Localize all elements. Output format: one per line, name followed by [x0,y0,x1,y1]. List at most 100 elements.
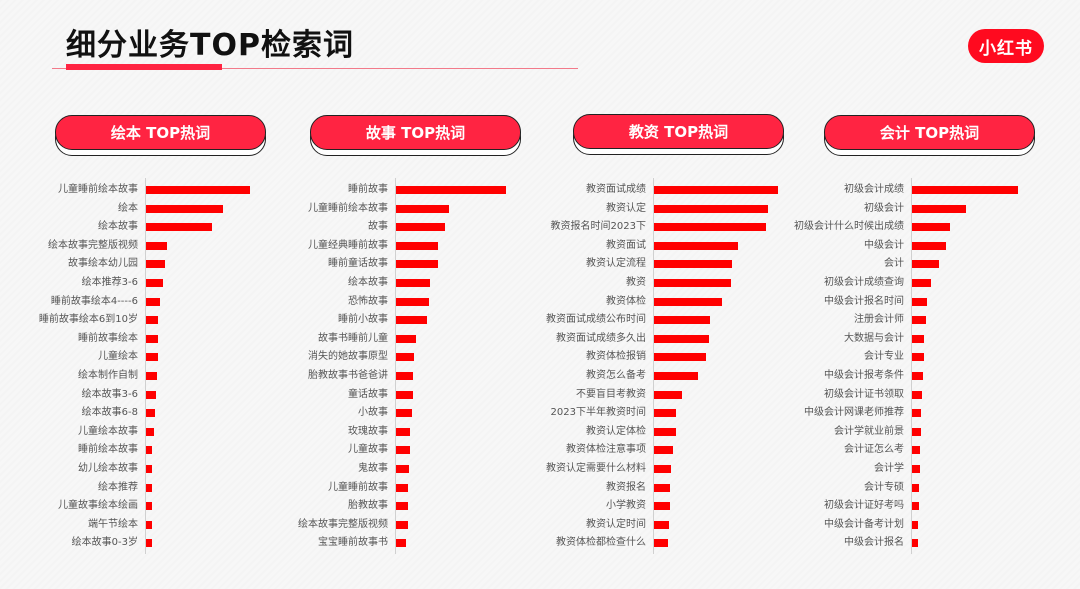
bar [396,372,413,380]
category-label: 睡前绘本故事 [78,444,138,456]
bar [654,260,732,269]
category-label: 会计专业 [864,351,904,363]
category-label: 绘本故事完整版视频 [48,239,138,251]
bar [396,390,413,399]
bar [396,502,408,511]
category-label: 初级会计证书领取 [824,388,904,400]
bar [396,279,430,287]
category-label: 睡前童话故事 [328,258,388,270]
category-label: 绘本故事3-6 [81,388,138,400]
bar [146,353,158,362]
category-label: 鬼故事 [358,463,388,474]
bar [654,334,709,343]
bar [654,372,698,380]
bar [146,186,250,194]
category-label: 教资认定 [606,202,646,214]
bar [912,186,1018,194]
category-label: 教资报名时间2023下 [550,221,646,233]
category-label: 教资体检报销 [586,351,646,363]
category-label: 教资认定流程 [586,258,646,270]
bar [146,520,152,529]
bar [654,186,778,194]
category-label: 绘本故事完整版视频 [298,518,388,530]
bar [396,334,416,343]
category-label: 绘本故事 [98,221,138,233]
category-label: 会计专硕 [864,481,904,493]
bar [654,241,738,250]
bar [912,372,923,380]
bar [396,353,414,362]
bar [912,465,920,473]
category-label: 儿童睡前绘本故事 [58,184,138,195]
bar [654,279,731,287]
bar [396,297,429,306]
category-label: 教资认定体检 [586,425,646,437]
bar [146,241,167,250]
category-label: 幼儿绘本故事 [78,463,138,474]
bar [912,297,927,306]
bar [396,260,438,269]
category-label: 教资面试成绩公布时间 [546,314,646,326]
category-label: 端午节绘本 [88,518,138,530]
bar [146,316,158,325]
chart-title: 会计 TOP热词 [824,115,1035,150]
bar [396,520,408,529]
xiaohongshu-logo: 小红书 [968,29,1044,63]
bar [396,223,445,232]
category-label: 胎教故事 [348,500,388,512]
bar [146,372,157,380]
category-label: 会计 [884,258,904,270]
bar [654,390,682,399]
bar [912,502,919,511]
bar [912,409,921,418]
bar [146,204,223,213]
bar [912,241,946,250]
bar [912,279,931,287]
category-label: 绘本 [118,202,138,214]
category-label: 教资体检都检查什么 [556,537,646,549]
category-label: 不要盲目考教资 [576,388,646,400]
bar [654,502,670,511]
chart-title: 教资 TOP热词 [573,114,784,149]
bar [654,297,722,306]
bar [912,446,920,455]
bar [654,353,706,362]
category-label: 大数据与会计 [844,332,904,344]
bar [654,446,673,455]
category-label: 中级会计 [864,239,904,251]
category-label: 睡前故事绘本 [78,332,138,344]
category-label: 故事 [368,221,388,233]
category-label: 初级会计成绩 [844,184,904,195]
bar [146,334,158,343]
category-label: 中级会计报名 [844,537,904,549]
category-label: 睡前故事 [348,184,388,195]
bar [912,260,939,269]
category-label: 儿童故事 [348,444,388,456]
category-label: 睡前故事绘本4----6 [50,295,138,307]
category-label: 教资 [626,277,646,288]
category-label: 故事绘本幼儿园 [68,258,138,270]
bar-chart-accounting: 初级会计成绩 初级会计 初级会计什么时候出成绩 中级会计 会计 初级会计成绩查询 中级会计报… [0,178,1040,556]
bar [396,316,427,325]
y-axis-line [653,178,654,554]
bar [912,539,918,548]
bar [146,502,152,511]
category-label: 恐怖故事 [348,295,388,307]
chart-header-story: 故事 TOP热词 [310,115,521,156]
category-label: 童话故事 [348,388,388,400]
bar [396,539,406,548]
category-label: 初级会计成绩查询 [824,277,904,288]
category-label: 小学教资 [606,500,646,512]
category-label: 2023下半年教资时间 [550,407,646,419]
bar [146,279,163,287]
category-label: 会计学就业前景 [834,425,904,437]
bar [146,409,155,418]
title-divider [52,68,578,69]
category-label: 初级会计证好考吗 [824,500,904,512]
bar [396,427,410,436]
bar [912,223,950,232]
bar [654,539,668,548]
category-label: 玫瑰故事 [348,425,388,437]
y-axis-line [145,178,146,554]
category-label: 绘本推荐3-6 [81,277,138,288]
